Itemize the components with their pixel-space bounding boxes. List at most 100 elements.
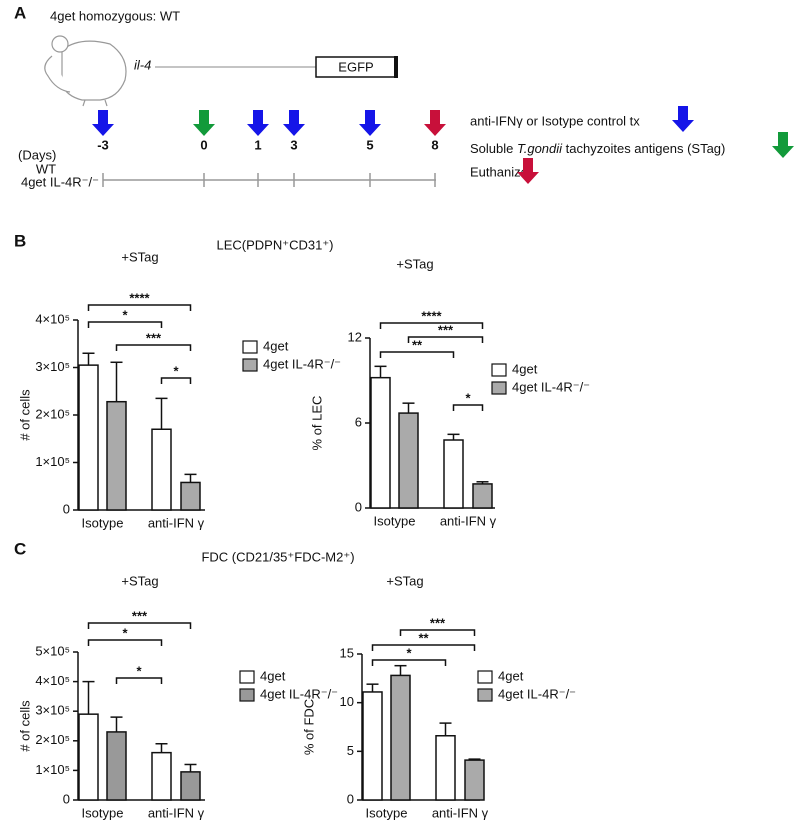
arrow: [359, 110, 381, 136]
bar: [151, 751, 172, 801]
significance-bracket: [115, 344, 192, 351]
legend-label: 4get: [498, 668, 524, 683]
legend-text: anti-IFNγ or Isotype control tx: [470, 113, 640, 128]
legend-text: tachyzoites antigens (STag): [562, 141, 725, 156]
significance-bracket: [87, 639, 163, 646]
bar: [370, 376, 391, 509]
y-tick-label: 0: [355, 499, 362, 514]
y-tick-label: 1×10⁵: [35, 762, 70, 777]
y-tick-label: 12: [348, 329, 362, 344]
bar: [78, 713, 99, 801]
bar: [180, 481, 201, 511]
significance-label: *: [136, 663, 142, 678]
x-tick-label: Isotype: [82, 805, 124, 820]
x-tick-label: anti-IFN γ: [148, 515, 205, 530]
significance-bracket: [452, 404, 484, 411]
significance-bracket: [399, 629, 476, 636]
panel-label: B: [14, 231, 26, 250]
significance-label: *: [122, 625, 128, 640]
bar: [151, 428, 172, 511]
legend-swatch: [242, 358, 258, 372]
y-tick-label: 0: [63, 791, 70, 806]
y-tick-label: 5: [347, 743, 354, 758]
y-axis-label: # of cells: [17, 700, 32, 752]
panel-a-title: 4get homozygous: WT: [50, 8, 180, 23]
legend-swatch: [239, 688, 255, 702]
x-tick-label: anti-IFN γ: [148, 805, 205, 820]
gene-label: il-4: [134, 57, 151, 72]
y-tick-label: 4×10⁵: [35, 311, 70, 326]
legend-label: 4get: [512, 361, 538, 376]
significance-bracket: [160, 377, 192, 384]
arrow: [283, 110, 305, 136]
y-tick-label: 6: [355, 414, 362, 429]
significance-bracket: [87, 622, 192, 629]
legend-label: 4get IL-4R⁻/⁻: [263, 356, 341, 371]
bar: [106, 400, 127, 511]
arrow: [193, 110, 215, 136]
arrow: [772, 132, 794, 158]
day-label: -3: [97, 137, 109, 152]
legend-swatch: [491, 381, 507, 395]
day-label: 0: [200, 137, 207, 152]
y-axis-label: % of LEC: [309, 396, 324, 451]
bar: [443, 439, 464, 509]
significance-bracket: [87, 321, 163, 328]
legend-swatch: [242, 340, 258, 354]
days-label: (Days): [18, 147, 56, 162]
legend-label: 4get IL-4R⁻/⁻: [512, 379, 590, 394]
y-tick-label: 3×10⁵: [35, 359, 70, 374]
legend-swatch: [477, 688, 493, 702]
significance-bracket: [379, 351, 455, 358]
bar: [362, 691, 383, 801]
y-tick-label: 4×10⁵: [35, 673, 70, 688]
arrow: [517, 158, 539, 184]
y-tick-label: 15: [340, 645, 354, 660]
bar: [472, 483, 493, 509]
day-label: 3: [290, 137, 297, 152]
legend-swatch: [239, 670, 255, 684]
significance-label: ***: [146, 330, 162, 345]
legend-label: 4get IL-4R⁻/⁻: [498, 686, 576, 701]
y-tick-label: 5×10⁵: [35, 643, 70, 658]
y-tick-label: 1×10⁵: [35, 454, 70, 469]
y-tick-label: 3×10⁵: [35, 703, 70, 718]
legend-label: 4get: [260, 668, 286, 683]
y-tick-label: 2×10⁵: [35, 732, 70, 747]
legend-text: Soluble T.gondii tachyzoites antigens (S…: [470, 141, 725, 156]
x-tick-label: anti-IFN γ: [432, 805, 489, 820]
legend-label: 4get: [263, 338, 289, 353]
mouse-icon: [44, 35, 127, 107]
bar: [106, 731, 127, 801]
day-label: 5: [366, 137, 373, 152]
y-axis-label: # of cells: [17, 389, 32, 441]
x-tick-label: Isotype: [374, 513, 416, 528]
day-label: 8: [431, 137, 438, 152]
row-label: WT: [36, 161, 56, 176]
bar: [78, 364, 99, 511]
legend-swatch: [491, 363, 507, 377]
chart-title: +STag: [121, 249, 158, 264]
x-tick-label: Isotype: [366, 805, 408, 820]
significance-bracket: [371, 644, 476, 651]
section-title: LEC(PDPN⁺CD31⁺): [216, 237, 333, 252]
chart-title: +STag: [386, 573, 423, 588]
bar: [464, 759, 485, 801]
significance-label: *: [122, 307, 128, 322]
chart-title: +STag: [396, 256, 433, 271]
significance-label: ***: [430, 615, 446, 630]
significance-bracket: [115, 677, 163, 684]
significance-label: ***: [438, 322, 454, 337]
panel-label: C: [14, 539, 26, 558]
significance-bracket: [371, 659, 447, 666]
legend-text: Euthanize: [470, 164, 528, 179]
significance-label: **: [418, 630, 429, 645]
bar: [398, 412, 419, 509]
bar: [390, 674, 411, 801]
significance-label: *: [173, 363, 179, 378]
chart-title: +STag: [121, 573, 158, 588]
panel-label: A: [14, 3, 26, 22]
significance-label: ****: [421, 308, 442, 323]
arrow: [672, 106, 694, 132]
